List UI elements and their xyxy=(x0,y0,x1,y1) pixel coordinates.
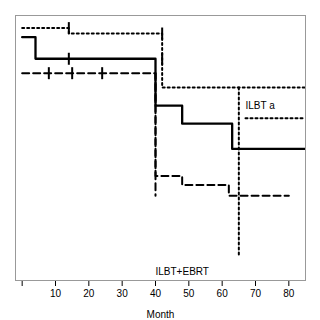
svg-text:ILBT a: ILBT a xyxy=(246,100,276,111)
svg-text:10: 10 xyxy=(50,288,62,299)
svg-text:80: 80 xyxy=(283,288,295,299)
svg-text:70: 70 xyxy=(250,288,262,299)
svg-text:20: 20 xyxy=(83,288,95,299)
svg-text:60: 60 xyxy=(217,288,229,299)
svg-text:50: 50 xyxy=(183,288,195,299)
svg-text:30: 30 xyxy=(117,288,129,299)
svg-text:Month: Month xyxy=(147,309,175,320)
svg-text:ILBT+EBRT: ILBT+EBRT xyxy=(156,266,209,277)
svg-text:40: 40 xyxy=(150,288,162,299)
